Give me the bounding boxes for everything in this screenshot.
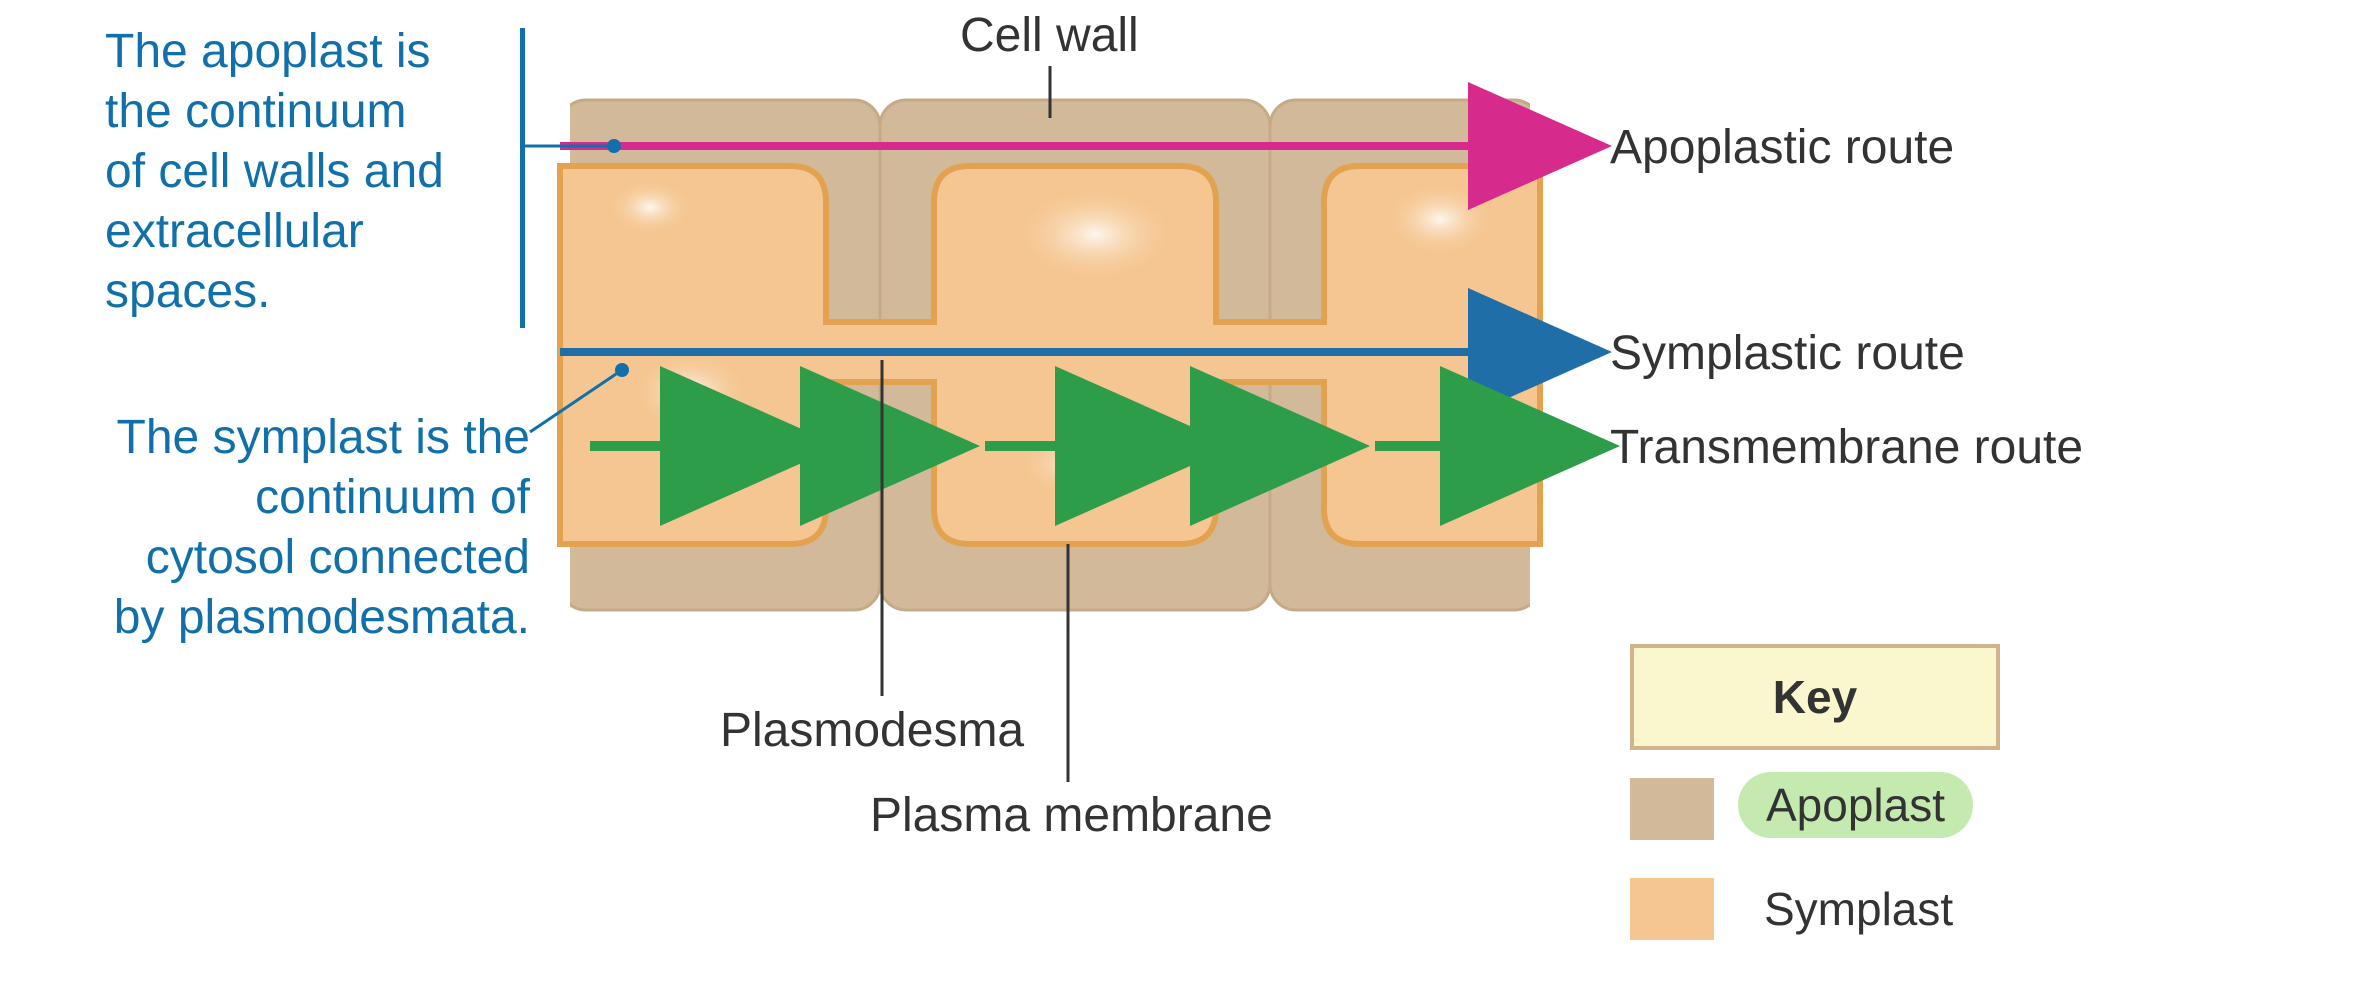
cell-diagram xyxy=(0,0,2367,1000)
